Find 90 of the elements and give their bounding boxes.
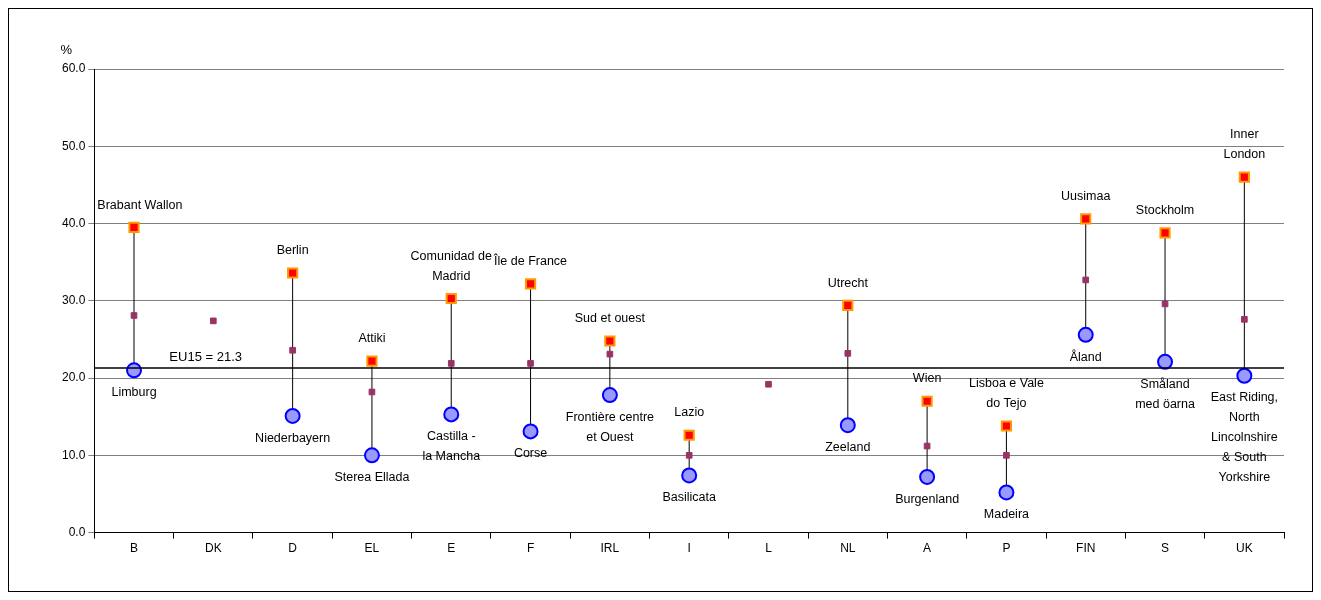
annotation: Utrecht: [827, 275, 869, 290]
annotation: Lisboa e Vale do Tejo: [969, 376, 1044, 411]
point: [606, 350, 614, 358]
point: [683, 429, 695, 441]
point: [1238, 171, 1250, 183]
point: [522, 423, 539, 440]
y-tick-label: 0.0: [68, 524, 86, 539]
point: [1003, 452, 1010, 459]
point: [923, 442, 931, 450]
x-tick-label: UK: [1236, 541, 1253, 556]
point: [765, 380, 772, 388]
point: [1159, 227, 1171, 239]
point: [445, 292, 457, 305]
point: [1161, 300, 1169, 308]
annotation: Île de France: [493, 253, 568, 268]
annotation: Basilicata: [662, 490, 716, 505]
point: [287, 267, 299, 279]
annotation: Castilla - la Mancha: [422, 429, 481, 464]
point: [447, 360, 455, 367]
y-tick-label: 20.0: [62, 370, 86, 385]
point: [1157, 353, 1174, 370]
annotation: Wien: [912, 371, 942, 386]
point: [685, 452, 693, 459]
x-tick-label: FIN: [1076, 541, 1096, 556]
y-tick-label: 40.0: [62, 215, 86, 230]
point: [366, 355, 378, 367]
annotation: Lazio: [674, 405, 705, 420]
point: [284, 407, 301, 424]
annotation: Burgenland: [895, 491, 960, 506]
x-tick-label: L: [765, 541, 773, 556]
point: [919, 468, 936, 485]
annotation: Limburg: [111, 385, 157, 400]
point: [998, 484, 1015, 501]
x-tick-label: A: [923, 541, 932, 556]
point: [921, 395, 933, 407]
point: [844, 350, 852, 357]
annotation: Brabant Wallon: [97, 197, 183, 212]
point: [1080, 213, 1092, 225]
point: [289, 346, 296, 354]
point: [363, 447, 380, 464]
y-axis-title: %: [60, 42, 73, 58]
point: [1236, 367, 1253, 384]
x-tick-label: B: [130, 541, 139, 556]
x-tick-label: S: [1161, 541, 1170, 556]
point: [128, 221, 140, 233]
x-tick-label: EL: [364, 541, 380, 556]
y-tick-label: 60.0: [62, 61, 86, 76]
x-tick-label: P: [1002, 541, 1011, 556]
annotation: Stockholm: [1135, 203, 1195, 218]
x-tick-label: NL: [840, 541, 856, 556]
x-tick-label: DK: [204, 541, 222, 556]
point: [524, 278, 537, 290]
annotation: Sterea Ellada: [334, 470, 410, 485]
point: [443, 406, 460, 423]
point: [604, 335, 616, 347]
annotation: Åland: [1069, 348, 1102, 364]
x-tick-label: F: [526, 541, 535, 556]
x-tick-label: D: [288, 541, 298, 556]
point: [1241, 316, 1248, 323]
y-tick-label: 10.0: [62, 447, 86, 462]
annotation: Attiki: [358, 331, 386, 346]
annotation: Berlin: [276, 243, 309, 258]
annotation: Frontière centre et Ouest: [565, 409, 655, 444]
annotation: East Riding, North Lincolnshire & South Yorkshire: [1210, 390, 1279, 485]
point: [839, 417, 856, 434]
x-tick-label: E: [447, 541, 456, 556]
annotation: Zeeland: [825, 439, 871, 454]
point: [601, 387, 618, 404]
point: [368, 388, 376, 396]
x-tick-label: I: [687, 541, 691, 556]
annotation: Sud et ouest: [574, 311, 646, 326]
point: [681, 467, 698, 484]
point: [209, 317, 217, 325]
annotation: Inner London: [1223, 127, 1266, 162]
annotation: Småland med öarna: [1135, 376, 1195, 411]
point: [1000, 420, 1013, 432]
annotation: Madeira: [983, 507, 1030, 522]
annotation: Corse: [513, 446, 548, 461]
annotation: Uusimaa: [1061, 189, 1111, 204]
ref-line-label: EU15 = 21.3: [169, 349, 242, 365]
y-tick-label: 30.0: [62, 293, 86, 308]
y-tick-label: 50.0: [62, 138, 86, 153]
point: [842, 299, 854, 312]
point: [1077, 326, 1094, 343]
point: [527, 360, 534, 367]
annotation: Comunidad de Madrid: [410, 248, 492, 283]
point: [130, 312, 138, 319]
annotation: Niederbayern: [255, 430, 331, 445]
x-tick-label: IRL: [600, 541, 620, 556]
point: [1082, 276, 1090, 284]
